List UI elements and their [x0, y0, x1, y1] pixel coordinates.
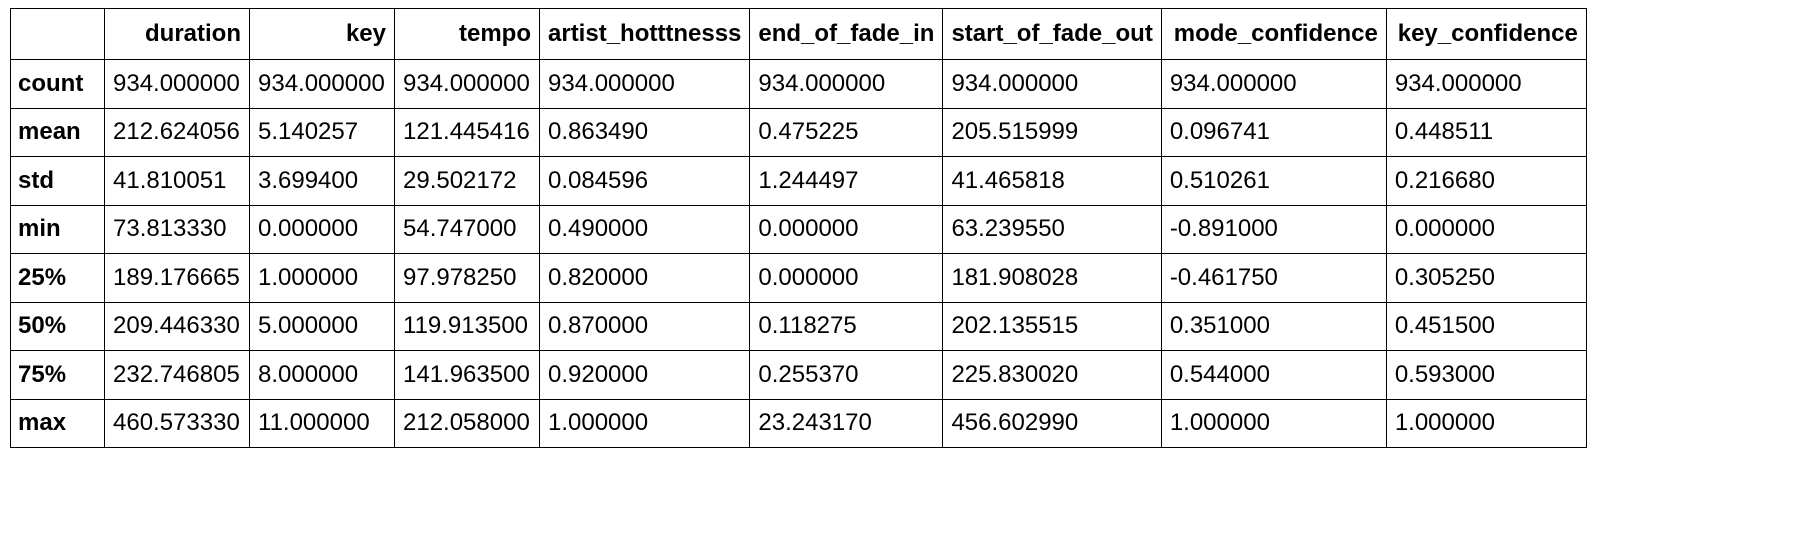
table-cell: 189.176665 — [104, 253, 250, 303]
table-cell: 934.000000 — [249, 59, 395, 109]
column-header-duration: duration — [104, 8, 250, 60]
table-cell: 0.863490 — [538, 107, 751, 157]
table-cell: 0.820000 — [538, 253, 751, 303]
column-header-start-of-fade-out: start_of_fade_out — [942, 8, 1162, 60]
table-cell: 23.243170 — [749, 398, 944, 448]
table-cell: 29.502172 — [394, 156, 540, 206]
table-cell: 0.118275 — [749, 301, 944, 351]
table-cell: 212.624056 — [104, 107, 250, 157]
table-cell: 41.810051 — [104, 156, 250, 206]
row-label: mean — [10, 107, 105, 157]
column-header-key-confidence: key_confidence — [1385, 8, 1587, 60]
table-cell: 0.216680 — [1385, 156, 1587, 206]
table-cell: 119.913500 — [394, 301, 540, 351]
column-header-key: key — [249, 8, 395, 60]
table-cell: 934.000000 — [942, 59, 1162, 109]
table-cell: 8.000000 — [249, 350, 395, 400]
table-cell: 54.747000 — [394, 204, 540, 254]
header-row: duration key tempo artist_hotttnesss end… — [10, 8, 1587, 60]
table-cell: 209.446330 — [104, 301, 250, 351]
table-cell: 460.573330 — [104, 398, 250, 448]
table-cell: 63.239550 — [942, 204, 1162, 254]
describe-stats-table: duration key tempo artist_hotttnesss end… — [10, 8, 1587, 448]
row-label: min — [10, 204, 105, 254]
table-cell: 0.255370 — [749, 350, 944, 400]
table-body: count 934.000000 934.000000 934.000000 934.0… — [10, 59, 1587, 448]
table-cell: 0.000000 — [749, 253, 944, 303]
table-row: std 41.810051 3.699400 29.502172 0.084596 1.2… — [10, 156, 1587, 206]
row-label: count — [10, 59, 105, 109]
table-cell: 1.000000 — [249, 253, 395, 303]
column-header-artist-hotttnesss: artist_hotttnesss — [538, 8, 751, 60]
table-cell: 0.351000 — [1160, 301, 1387, 351]
row-label: max — [10, 398, 105, 448]
table-cell: 934.000000 — [538, 59, 751, 109]
column-header-end-of-fade-in: end_of_fade_in — [749, 8, 944, 60]
table-cell: 73.813330 — [104, 204, 250, 254]
table-cell: 205.515999 — [942, 107, 1162, 157]
stats-table-container: duration key tempo artist_hotttnesss end… — [10, 8, 1587, 448]
table-cell: 97.978250 — [394, 253, 540, 303]
table-cell: 202.135515 — [942, 301, 1162, 351]
table-cell: -0.891000 — [1160, 204, 1387, 254]
table-cell: 3.699400 — [249, 156, 395, 206]
table-row: mean 212.624056 5.140257 121.445416 0.863490… — [10, 107, 1587, 157]
row-label: std — [10, 156, 105, 206]
table-row: min 73.813330 0.000000 54.747000 0.490000 0.0… — [10, 204, 1587, 254]
table-cell: 934.000000 — [1385, 59, 1587, 109]
table-cell: 0.544000 — [1160, 350, 1387, 400]
table-cell: 1.000000 — [538, 398, 751, 448]
table-row: 25% 189.176665 1.000000 97.978250 0.820000 0.… — [10, 253, 1587, 303]
row-label: 75% — [10, 350, 105, 400]
table-cell: 456.602990 — [942, 398, 1162, 448]
row-label: 25% — [10, 253, 105, 303]
table-cell: 232.746805 — [104, 350, 250, 400]
table-cell: 0.000000 — [749, 204, 944, 254]
table-cell: 0.000000 — [1385, 204, 1587, 254]
table-cell: 225.830020 — [942, 350, 1162, 400]
table-cell: 121.445416 — [394, 107, 540, 157]
table-cell: 1.244497 — [749, 156, 944, 206]
table-cell: 934.000000 — [1160, 59, 1387, 109]
table-cell: 0.096741 — [1160, 107, 1387, 157]
table-cell: 41.465818 — [942, 156, 1162, 206]
row-label: 50% — [10, 301, 105, 351]
table-cell: 0.870000 — [538, 301, 751, 351]
table-cell: 0.451500 — [1385, 301, 1587, 351]
table-cell: -0.461750 — [1160, 253, 1387, 303]
table-cell: 5.140257 — [249, 107, 395, 157]
table-cell: 0.475225 — [749, 107, 944, 157]
column-header-index — [10, 8, 105, 60]
table-cell: 181.908028 — [942, 253, 1162, 303]
table-row: 50% 209.446330 5.000000 119.913500 0.870000 0… — [10, 301, 1587, 351]
table-cell: 0.593000 — [1385, 350, 1587, 400]
table-cell: 0.490000 — [538, 204, 751, 254]
table-cell: 0.084596 — [538, 156, 751, 206]
table-cell: 0.510261 — [1160, 156, 1387, 206]
table-cell: 141.963500 — [394, 350, 540, 400]
table-row: max 460.573330 11.000000 212.058000 1.000000… — [10, 398, 1587, 448]
table-cell: 0.000000 — [249, 204, 395, 254]
table-cell: 934.000000 — [104, 59, 250, 109]
table-cell: 0.920000 — [538, 350, 751, 400]
table-row: count 934.000000 934.000000 934.000000 934.0… — [10, 59, 1587, 109]
table-row: 75% 232.746805 8.000000 141.963500 0.920000 0… — [10, 350, 1587, 400]
column-header-mode-confidence: mode_confidence — [1160, 8, 1387, 60]
table-cell: 934.000000 — [394, 59, 540, 109]
table-cell: 1.000000 — [1160, 398, 1387, 448]
table-cell: 934.000000 — [749, 59, 944, 109]
table-cell: 5.000000 — [249, 301, 395, 351]
table-cell: 0.448511 — [1385, 107, 1587, 157]
column-header-tempo: tempo — [394, 8, 540, 60]
table-cell: 212.058000 — [394, 398, 540, 448]
table-cell: 11.000000 — [249, 398, 395, 448]
table-cell: 1.000000 — [1385, 398, 1587, 448]
table-cell: 0.305250 — [1385, 253, 1587, 303]
